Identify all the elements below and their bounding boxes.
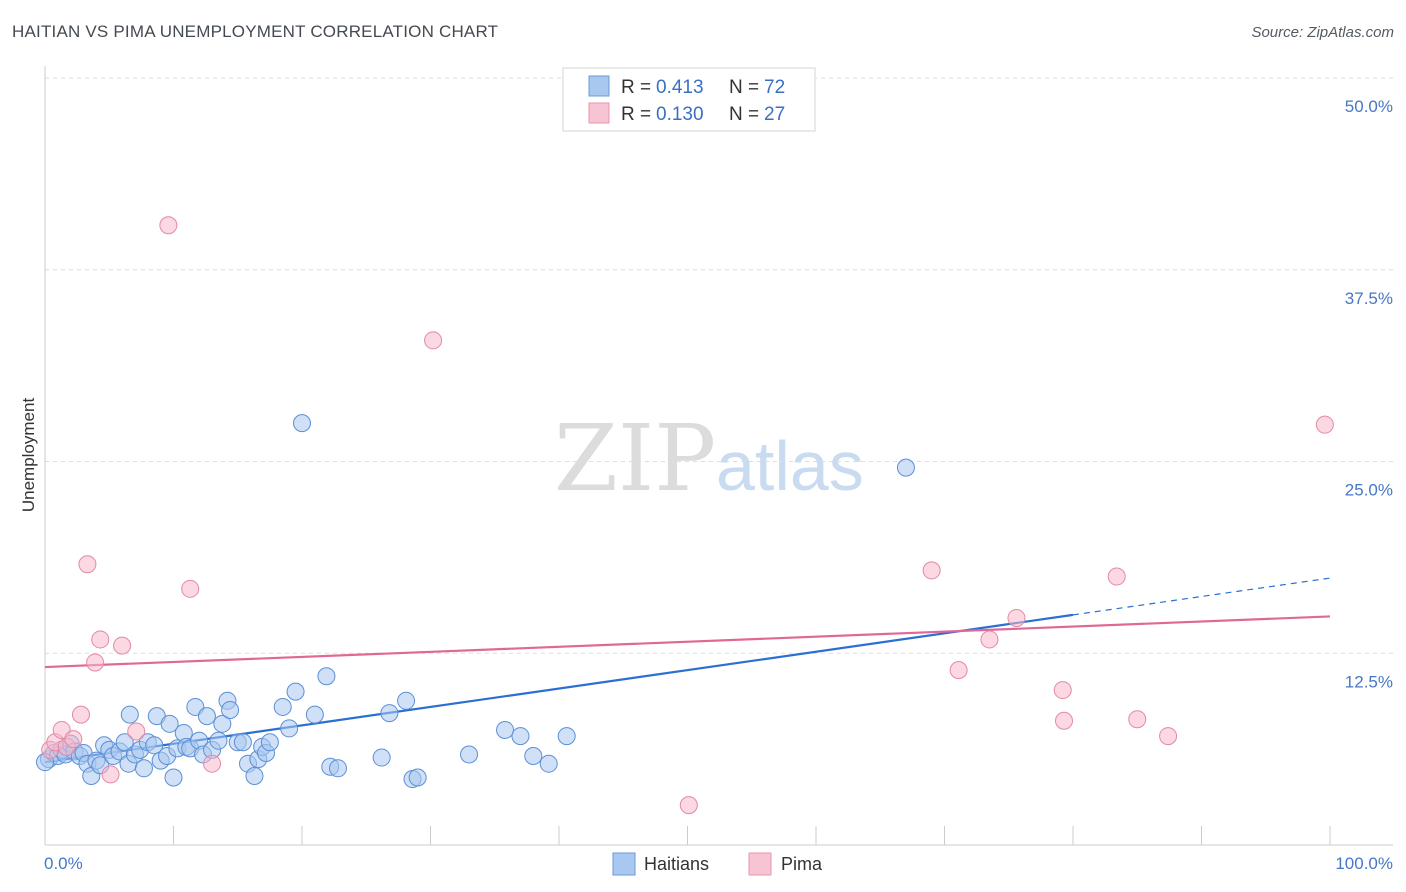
legend-n-label-haitians: N =: [729, 77, 759, 98]
haitians-point: [164, 768, 183, 787]
haitians-point: [328, 759, 347, 778]
data-points: [36, 216, 1334, 815]
haitians-point: [145, 736, 164, 755]
haitians-point: [305, 705, 324, 724]
pima-point: [127, 722, 146, 741]
haitians-point: [408, 768, 427, 787]
haitians-point: [460, 745, 479, 764]
pima-point: [78, 555, 97, 574]
haitians-point: [539, 754, 558, 773]
bottom-legend-swatch-haitians: [612, 852, 636, 876]
bottom-legend-swatch-pima: [748, 852, 772, 876]
haitians-point: [380, 704, 399, 723]
legend-r-label-pima: R =: [621, 104, 651, 125]
gridlines: [45, 77, 1393, 654]
x-tick-label: 100.0%: [1335, 854, 1393, 873]
haitians-point: [115, 733, 134, 752]
pima-point: [949, 661, 968, 680]
haitians-point: [293, 414, 311, 433]
haitians-point: [397, 691, 416, 710]
pima-point: [203, 754, 222, 773]
pima-point: [71, 705, 90, 724]
pima-point: [1107, 567, 1126, 586]
legend-r-value-pima: 0.130: [656, 104, 704, 125]
stats-legend: R = 0.413 N = 72 R = 0.130 N = 27: [562, 67, 816, 132]
legend-r-value-haitians: 0.413: [656, 77, 704, 98]
legend-swatch-haitians: [588, 75, 610, 97]
haitians-point: [317, 667, 336, 686]
pima-point: [1159, 727, 1178, 746]
pima-point: [1055, 711, 1074, 730]
watermark-atlas: atlas: [716, 427, 864, 505]
y-tick-label: 25.0%: [1345, 481, 1393, 500]
legend-r-label-haitians: R =: [621, 77, 651, 98]
legend-swatch-pima: [588, 102, 610, 124]
haitians-point: [120, 705, 139, 724]
haitians-point: [372, 748, 391, 767]
haitians-point: [524, 747, 543, 766]
pima-point: [181, 579, 200, 598]
pima-point: [101, 765, 120, 784]
y-tick-label: 50.0%: [1345, 97, 1393, 116]
watermark-zip: ZIP: [554, 405, 716, 512]
haitians-point: [221, 701, 240, 720]
pima-point: [424, 331, 443, 350]
haitians-point: [260, 733, 279, 752]
haitians-point: [286, 682, 305, 701]
haitians-point: [213, 714, 232, 733]
pima-point: [159, 216, 178, 235]
pima-point: [91, 630, 110, 649]
haitians-point: [280, 719, 299, 738]
pima-point: [1007, 608, 1026, 627]
pima-point: [922, 561, 941, 580]
haitians-point: [233, 733, 252, 752]
legend-n-value-pima: 27: [764, 104, 785, 125]
haitians-point: [245, 766, 264, 785]
pima-point: [86, 653, 105, 672]
legend-n-label-pima: N =: [729, 104, 759, 125]
axes: [44, 66, 1393, 846]
bottom-legend-label-haitians: Haitians: [644, 854, 709, 874]
bottom-legend-label-pima: Pima: [781, 854, 823, 874]
haitians-point: [273, 697, 292, 716]
pima-point: [64, 730, 83, 749]
legend-n-value-haitians: 72: [764, 77, 785, 98]
series-legend: Haitians Pima: [612, 852, 823, 876]
pima-trend-line: [44, 615, 1331, 669]
pima-point: [113, 636, 132, 655]
haitians-point: [896, 458, 915, 477]
haitians-point: [160, 714, 179, 733]
haitians-point: [557, 727, 576, 746]
chart-title: HAITIAN VS PIMA UNEMPLOYMENT CORRELATION…: [12, 22, 499, 41]
haitians-point: [511, 727, 530, 746]
y-tick-label: 12.5%: [1345, 672, 1393, 691]
x-tick-label: 0.0%: [44, 854, 83, 873]
source-credit: Source: ZipAtlas.com: [1251, 24, 1394, 41]
haitians-point: [209, 731, 228, 750]
haitians-point: [197, 707, 216, 726]
pima-point: [1315, 415, 1334, 434]
y-axis-title: Unemployment: [19, 398, 38, 513]
haitians-point: [496, 720, 515, 739]
haitians-point: [134, 759, 153, 778]
pima-point: [1128, 710, 1147, 729]
y-tick-label: 37.5%: [1345, 289, 1393, 308]
pima-point: [980, 630, 999, 649]
pima-point: [1053, 681, 1072, 700]
tick-labels: 12.5% 25.0% 37.5% 50.0% 0.0% 100.0%: [44, 97, 1393, 873]
pima-point: [679, 796, 698, 815]
